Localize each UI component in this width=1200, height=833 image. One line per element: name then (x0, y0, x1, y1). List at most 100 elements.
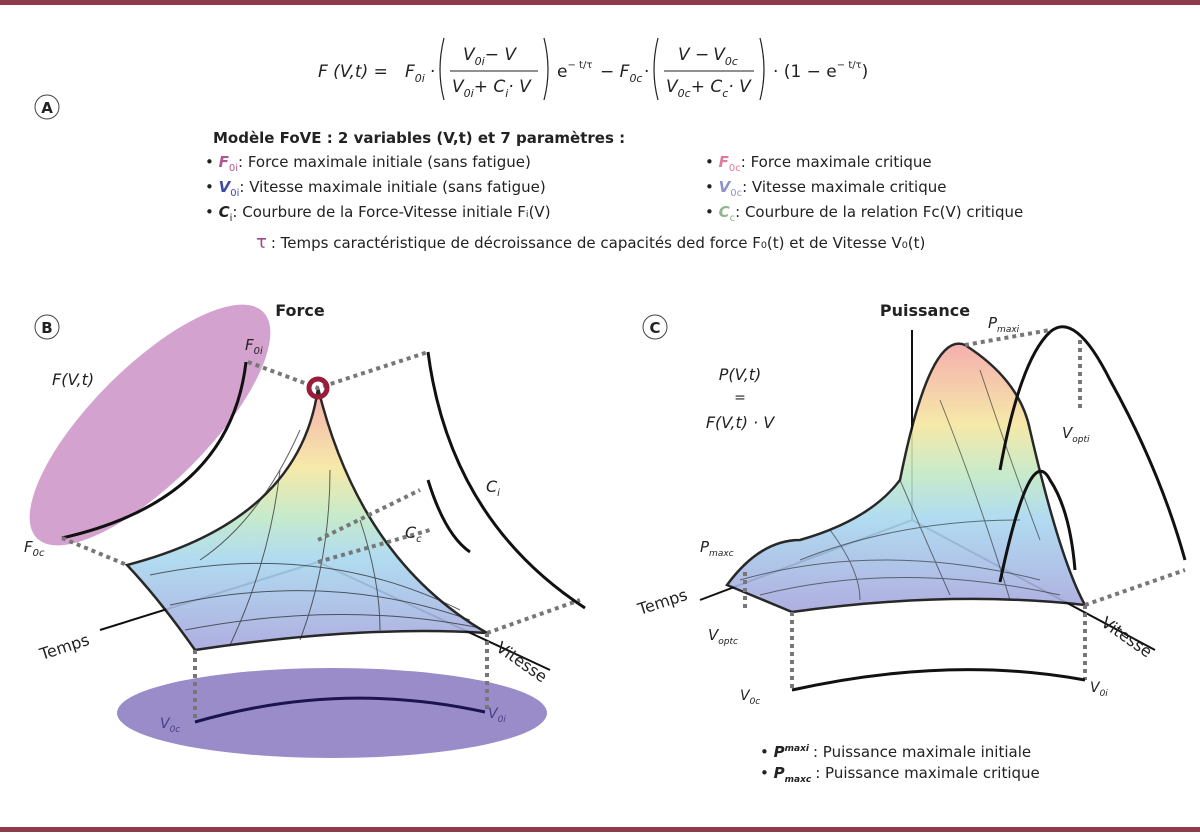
note-pmaxc: • Pmaxc: Puissance maximale critique (760, 764, 1040, 785)
label-text: = (734, 390, 746, 406)
diagram-shape: • Cc: Courbure de la relation Fc(V) crit… (705, 203, 1023, 224)
label-text: opti (1072, 435, 1090, 445)
label-text: 0i (498, 715, 507, 725)
diagram-shape: • (205, 203, 219, 221)
diagram-shape: Vopti (1062, 424, 1090, 445)
label-text: V − (678, 45, 709, 65)
legend-item-tau: τ: Temps caractéristique de décroissance… (256, 232, 925, 253)
diagram-shape (426, 479, 471, 554)
diagram-shape (61, 536, 128, 567)
label-text: C (486, 477, 498, 496)
diagram-shape (299, 469, 331, 641)
diagram-shape (739, 369, 1061, 601)
label-text: 0i (230, 188, 239, 199)
diagram-shape: e− t/τ (557, 60, 592, 82)
label-text: maxi (997, 325, 1020, 335)
label-text: · V (728, 77, 752, 97)
label-text: : Vitesse maximale initiale (sans fatigu… (239, 178, 545, 196)
label-text: F (405, 62, 415, 82)
label-text: 0c (678, 87, 691, 100)
diagram-shape (642, 314, 668, 340)
label-text: P(V,t) (719, 365, 762, 384)
label-text: Vitesse (1098, 613, 1156, 662)
label-text: P (774, 764, 785, 782)
diagram-shape: V0i (488, 706, 506, 725)
diagram-shape: • V0i: Vitesse maximale initiale (sans f… (205, 178, 546, 199)
label-text: V (708, 626, 720, 644)
diagram-shape (149, 429, 481, 646)
label-text: 0i (254, 346, 263, 357)
diagram-shape: V0c+ Cc· V (666, 77, 752, 100)
diagram-shape (791, 668, 1086, 692)
diagram-shape (199, 429, 301, 561)
diagram-shape (1084, 568, 1186, 607)
diagram-shape: Pmaxc (700, 538, 734, 559)
diagram-shape (61, 361, 248, 540)
diagram-shape (725, 342, 1088, 614)
diagram-shape (1049, 325, 1187, 561)
diagram-shape: Ci (486, 477, 500, 499)
label-text: maxc (785, 775, 812, 785)
peak-marker (306, 376, 330, 400)
label-text: V (463, 45, 476, 65)
diagram-shape: − F0c (600, 62, 642, 85)
label-text: V (740, 688, 751, 704)
label-text: 0c (629, 72, 642, 85)
label-text: F (V,t) = (318, 62, 388, 82)
label-text: maxi (785, 744, 810, 754)
diagram-shape: V − V0c (678, 45, 738, 68)
label-text: B (41, 319, 52, 337)
diagram-shape: • F0c: Force maximale critique (705, 153, 932, 174)
label-text: P (700, 538, 710, 556)
label-text: 0i (464, 87, 474, 100)
diagram-shape: Cc (405, 523, 422, 545)
label-text: : Force maximale critique (741, 153, 932, 171)
label-text: − t/τ (837, 60, 862, 71)
label-text: 0c (730, 188, 742, 199)
diagram-shape: F0i (405, 62, 425, 85)
diagram-shape (194, 696, 486, 724)
label-text: V (713, 45, 726, 65)
legend-item-cc: • Cc: Courbure de la relation Fc(V) crit… (705, 203, 1023, 224)
diagram-shape (743, 328, 1186, 690)
diagram-shape: V0i+ Ci· V (452, 77, 532, 100)
label-text: maxc (709, 549, 734, 559)
fove-equation: F (V,t) = F0i · V 0i − V V0i+ Ci· V e− t/τ… (318, 37, 868, 101)
diagram-shape: • F0i: Force maximale initiale (sans fat… (205, 153, 531, 174)
label-text: τ (256, 232, 267, 253)
label-text: Temps (634, 585, 689, 619)
diagram-shape (486, 598, 581, 635)
label-text: i (505, 87, 508, 100)
diagram-shape (759, 577, 1061, 596)
label-text: C (719, 203, 730, 221)
label-text: V (719, 178, 732, 196)
label-text: 0c (725, 55, 738, 68)
diagram-shape (899, 479, 951, 596)
diagram-shape (799, 519, 1021, 561)
label-text: V (666, 77, 679, 97)
power-surface-panel: Puissance P(V,t) = F(V,t) · V Pmaxi Pmax… (634, 301, 1187, 785)
diagram-shape (149, 562, 461, 611)
diagram-shape (169, 590, 471, 621)
label-text: − V (485, 45, 518, 65)
label-text: i (230, 213, 233, 224)
label-text: optc (718, 637, 738, 647)
label-text: c (730, 213, 736, 224)
legend-title: Modèle FoVE : 2 variables (V,t) et 7 par… (213, 129, 625, 147)
label-text: i (497, 488, 500, 499)
label-text: 0i (229, 163, 238, 174)
diagram-shape (439, 37, 549, 101)
label-text: V (1062, 424, 1074, 442)
label-text: : Vitesse maximale critique (742, 178, 946, 196)
label-text: F (245, 336, 254, 354)
label-text: F (24, 538, 33, 556)
label-text: Puissance (880, 301, 970, 320)
label-text: F (219, 153, 230, 171)
diagram-shape (184, 614, 481, 631)
diagram-shape (34, 94, 60, 120)
diagram-shape: • (760, 764, 774, 782)
force-velocity-projection-ellipse (29, 304, 271, 546)
diagram-shape (317, 488, 421, 542)
label-text: P (988, 314, 998, 332)
